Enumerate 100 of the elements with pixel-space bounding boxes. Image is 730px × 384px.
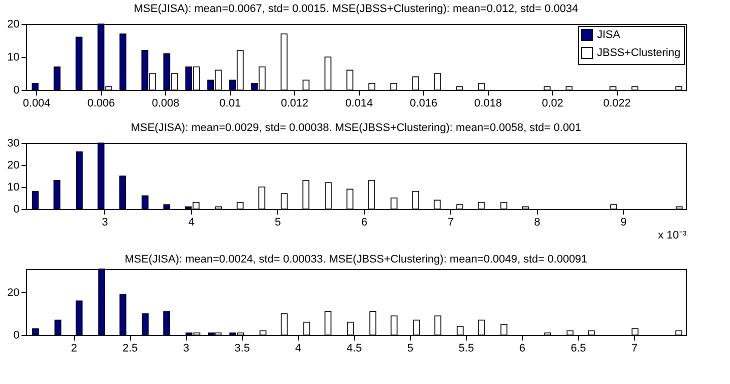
x-tick-label: 3 [102, 216, 108, 228]
x-tick-label: 6.5 [570, 342, 586, 354]
bar [566, 330, 574, 336]
bar [390, 315, 398, 336]
bar [434, 73, 441, 90]
bar [324, 311, 332, 336]
x-tick-label: 8 [534, 216, 540, 228]
bar [522, 206, 529, 210]
y-tick-label: 0 [13, 84, 20, 96]
x-tick-label: 0.012 [280, 98, 308, 110]
bar [303, 322, 310, 336]
bar [368, 83, 376, 90]
bar [610, 86, 616, 90]
bar [280, 34, 288, 90]
bar [260, 330, 266, 336]
y-tick-label: 10 [7, 182, 20, 194]
y-tick-label: 30 [7, 138, 20, 150]
x-tick-label: 5 [407, 342, 414, 354]
legend-label: JISA [597, 29, 621, 41]
bar [500, 202, 508, 210]
x-tick-label: 0.008 [152, 98, 180, 110]
bar [119, 294, 126, 336]
bar [163, 204, 170, 210]
chart-title: MSE(JISA): mean=0.0024, std= 0.00033. MSE(JBSS+Clustering): mean=0.0049, std= 0.00091 [124, 254, 588, 266]
bar [676, 206, 683, 210]
bar [302, 80, 310, 90]
bar [215, 206, 222, 210]
bar [324, 182, 332, 210]
bar [456, 204, 464, 210]
bar [412, 191, 420, 210]
bar [478, 320, 485, 336]
bar [675, 330, 682, 336]
bar [631, 86, 638, 90]
chart-title: MSE(JISA): mean=0.0029, std= 0.00038. MSE(JBSS+Clustering): mean=0.0058, std= 0.001 [130, 122, 582, 134]
x-tick-label: 5 [274, 216, 281, 228]
y-tick-label: 20 [7, 160, 20, 172]
x-tick-label: 3 [183, 342, 190, 354]
bar [119, 176, 126, 210]
bar [324, 56, 332, 90]
x-tick-label: 3.5 [234, 342, 250, 354]
x-tick-label: 7 [448, 216, 454, 228]
bar [32, 328, 39, 336]
x-tick-label: 6 [361, 216, 368, 228]
x-tick-label: 2 [71, 342, 78, 354]
x-tick-label: 7 [631, 342, 638, 354]
bar [236, 202, 244, 210]
x-tick-label: 5.5 [458, 342, 474, 354]
bar [390, 83, 398, 90]
bar [456, 326, 464, 336]
bar [76, 36, 82, 90]
bar [142, 313, 149, 336]
bar [302, 180, 310, 210]
bar [566, 86, 573, 90]
y-tick-label: 20 [7, 286, 20, 299]
x-tick-label: 4 [295, 342, 302, 354]
bar [76, 300, 83, 336]
x-tick-label: 9 [620, 216, 627, 228]
bar [456, 86, 463, 90]
x-tick-label: 4 [188, 216, 194, 228]
bar [675, 86, 682, 90]
y-tick-label: 20 [7, 18, 20, 30]
bar [76, 151, 83, 210]
bar [544, 86, 551, 90]
bar [346, 322, 354, 336]
bar [119, 34, 126, 90]
bar [412, 76, 420, 90]
bar [54, 180, 60, 210]
y-tick-label: 0 [13, 204, 20, 216]
bar [478, 83, 485, 90]
y-tick-label: 0 [13, 330, 20, 342]
x-tick-label: 0.014 [345, 98, 373, 110]
x-tick-label: 0.018 [474, 98, 502, 110]
bar [610, 204, 617, 210]
bar [280, 193, 288, 210]
bar [588, 330, 595, 336]
x-tick-label: 0.022 [603, 98, 631, 110]
bar [54, 320, 62, 336]
bar [478, 202, 485, 210]
bar [258, 186, 266, 210]
bar [413, 320, 420, 336]
x-tick-label: 4.5 [346, 342, 362, 354]
x-tick-label: 0.004 [22, 98, 50, 110]
bar [368, 180, 375, 210]
x-tick-label: 0.02 [542, 98, 564, 110]
bar [54, 66, 61, 90]
bar [346, 188, 354, 210]
bar [390, 198, 398, 210]
x-tick-label: 0.006 [87, 98, 115, 110]
bar [32, 191, 39, 210]
bar [500, 324, 508, 336]
x-tick-label: 6 [519, 342, 526, 354]
y-tick-label: 10 [7, 52, 20, 64]
bar [163, 311, 170, 336]
x-tick-label: 0.01 [219, 98, 241, 110]
chart-title: MSE(JISA): mean=0.0067, std= 0.0015. MSE(JBSS+Clustering): mean=0.012, std= 0.0034 [134, 3, 578, 15]
x-axis-title: x 10⁻³ [658, 230, 687, 242]
bar [434, 315, 442, 336]
bar [280, 313, 288, 336]
bar [434, 200, 441, 210]
bar [544, 332, 552, 336]
